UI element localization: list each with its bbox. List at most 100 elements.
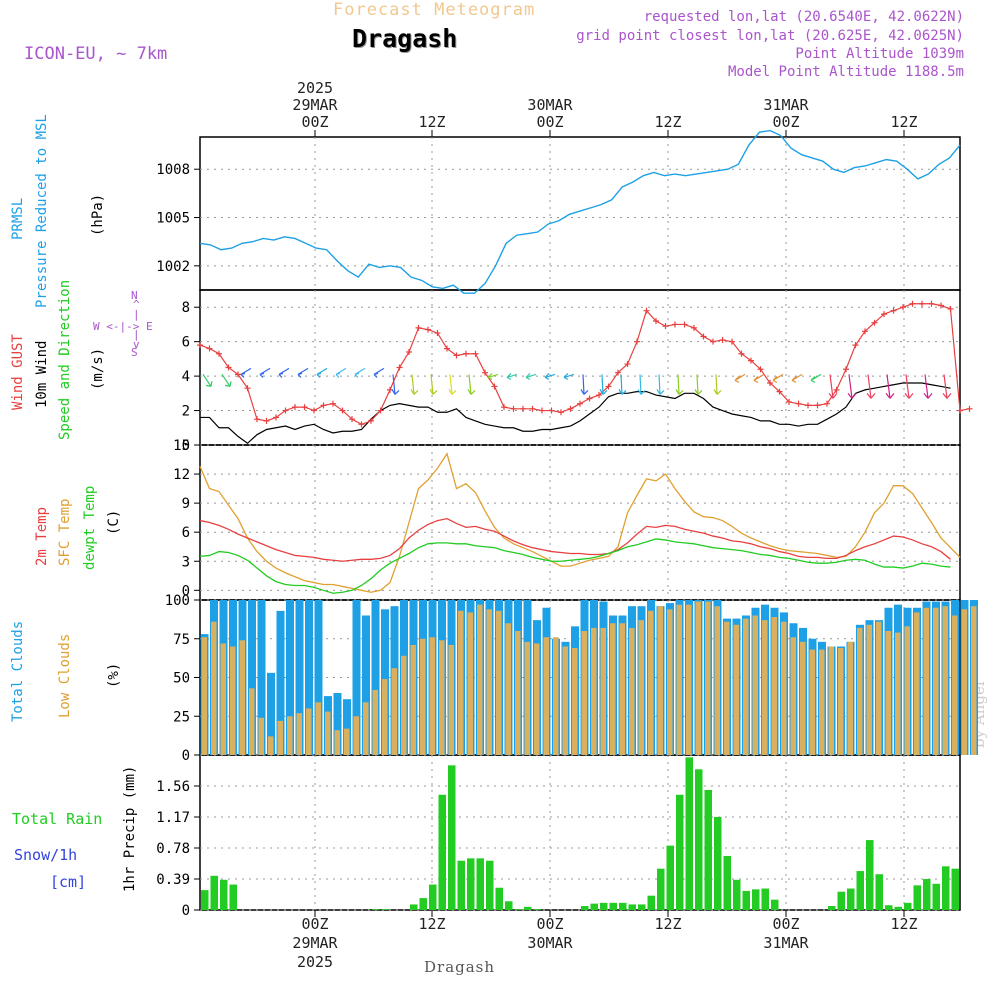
total-cloud-bar [267,672,275,755]
y-tick-label: 0.78 [156,841,190,857]
wind-line [200,382,951,445]
total-cloud-bar [314,600,323,755]
y-tick-label: 2 [182,404,190,420]
top-date-label: 30MAR [527,96,573,114]
low-cloud-bar [923,607,929,755]
y-tick-label: 6 [182,335,190,351]
wind-arrow [467,374,476,395]
panel-frame [199,754,961,911]
low-cloud-bar [239,640,245,755]
bottom-time-label: 00Z [536,915,563,933]
snow-unit-label: [cm] [50,873,87,891]
gust-marker [529,405,536,412]
wind-arrow [410,374,419,395]
wind-arrow [448,374,457,395]
top-time-label: 12Z [890,113,917,131]
gust-marker [843,366,849,373]
meteogram-subtitle: Forecast Meteogram [333,0,536,20]
gust-marker [900,304,906,311]
top-time-label: 00Z [536,113,563,131]
precip-bar [923,879,931,910]
precip-bar [486,860,494,910]
low-cloud-bar [667,609,673,755]
total-cloud-bar [257,600,266,755]
gust-line [199,303,970,425]
precip-bar [885,905,893,910]
gust-marker [349,416,355,423]
low-cloud-bar [838,648,844,755]
sfc-temp-line [199,452,961,593]
y-tick-label: 25 [173,709,190,725]
y-tick-label: 0 [182,583,190,599]
footer-location: Dragash [424,958,496,976]
precip-bar [676,794,684,910]
precip-bar [533,909,541,910]
gust-marker [947,305,954,312]
gust-marker [282,407,289,414]
precip-bar [628,904,636,910]
gust-marker [776,388,783,395]
gust-marker [292,404,298,411]
gust-marker [406,349,412,355]
y-tick-label: 1002 [156,259,190,275]
wind-arrow [694,374,703,395]
wind-arrow [316,367,328,378]
precip-bar [438,794,446,910]
bottom-date-label: 31MAR [763,934,809,952]
gust-marker [339,407,346,414]
precip-bar [495,887,503,910]
low-cloud-bar [562,646,568,755]
precip-bar [220,879,228,910]
wind-arrow [810,373,822,383]
pressure-line [199,129,961,294]
gust-marker [320,402,327,409]
precip-bar [524,906,532,910]
wind-arrow [544,372,556,380]
total-cloud-bar [248,600,256,755]
y-tick-label: 15 [173,438,190,454]
low-cloud-bar [914,612,920,755]
low-cloud-bar [971,606,977,755]
low-cloud-bar [752,615,758,755]
gust-marker [301,404,308,411]
panel-frame [199,136,961,291]
wind-arrow [713,374,722,395]
gust-marker [548,407,555,414]
precip-bar [723,855,731,910]
gust-marker [814,402,821,409]
low-cloud-bar [638,620,644,755]
low-cloud-bar [762,620,768,755]
low-cloud-bar [790,637,796,755]
gust-marker [615,369,621,376]
precip-bar [381,909,389,910]
low-cloud-bar [429,637,435,755]
gust-marker [586,395,593,402]
precip-bar [514,909,522,910]
precip-bar [942,866,950,910]
compass-n: N [131,289,138,302]
wind-arrow [391,374,400,395]
gust-marker [938,302,944,309]
low-cloud-bar [895,632,901,755]
gust-marker [425,326,431,333]
low-cloud-bar [819,649,825,755]
wind-arrow [563,372,575,380]
low-cloud-bar [648,610,654,755]
location-title: Dragash [352,24,458,53]
precip-bar [932,883,940,910]
top-time-label: 12Z [654,113,681,131]
gust-marker [710,338,716,345]
wind-arrow [525,372,537,380]
low-cloud-bar [553,637,559,755]
gust-marker [368,417,374,424]
precip-bar [704,789,712,910]
gust-marker [510,405,517,412]
low-cloud-bar [230,646,236,755]
low-cloud-bar [496,610,502,755]
y-tick-label: 50 [173,671,190,687]
low-cloud-bar [676,604,682,755]
gust-marker [605,383,612,390]
precip-bar [875,874,883,910]
precip-bar [951,868,959,910]
